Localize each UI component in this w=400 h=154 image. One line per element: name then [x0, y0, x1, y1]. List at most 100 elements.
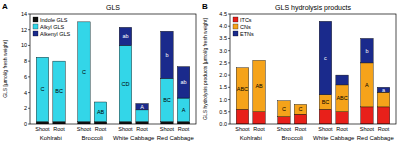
panel: BGLS hydrolysis productsGLS hydrolysis p…	[202, 2, 396, 141]
bar-segment	[336, 75, 348, 85]
legend-label: Alkyl GLS	[40, 24, 64, 30]
bars	[236, 21, 390, 124]
y-tick-label: 3.0	[219, 48, 227, 54]
bar-segment	[253, 60, 265, 61]
bar-segment	[36, 122, 48, 124]
group-label: Kohlrabi	[40, 135, 62, 141]
x-tick-label: Root	[95, 126, 107, 132]
y-tick-label: 14	[21, 11, 27, 17]
bar-segment	[319, 109, 331, 124]
y-tick-label: 2.0	[219, 72, 227, 78]
y-label: GLS [µmol/g fresh weight]	[2, 40, 8, 98]
letter: ab	[122, 33, 128, 39]
x-tick-label: Shoot	[360, 126, 375, 132]
y-tick-label: 2	[24, 105, 27, 111]
letter: BC	[322, 99, 330, 105]
legend-label: Alkenyl GLS	[40, 31, 71, 37]
bar-segment	[136, 122, 148, 124]
x-tick-label: Root	[378, 126, 390, 132]
y-tick-label: 4.0	[219, 23, 227, 29]
title: GLS	[106, 4, 120, 11]
x-tick-label: Root	[336, 126, 348, 132]
letter: ABC	[336, 95, 347, 101]
bar-segment	[278, 100, 290, 101]
letter: C	[299, 106, 303, 112]
letter: BC	[163, 97, 171, 103]
legend-swatch	[233, 31, 238, 36]
legend-label: Indole GLS	[40, 17, 68, 23]
letter: ab	[180, 79, 186, 85]
bar-segment	[78, 21, 90, 22]
letter: C	[40, 86, 44, 92]
bar-segment	[319, 21, 331, 94]
bar-segment	[94, 122, 106, 124]
x-tick-label: Shoot	[35, 126, 50, 132]
bar-segment	[177, 67, 189, 98]
bar-segment	[136, 104, 148, 110]
y-tick-label: 1.5	[219, 84, 227, 90]
x-tick-label: Shoot	[77, 126, 92, 132]
legend-swatch	[233, 17, 238, 22]
panel-label: A	[2, 2, 8, 11]
bar-segment	[278, 101, 290, 117]
bar-segment	[294, 104, 306, 114]
letters: CBCCABCDabABCbAab	[40, 33, 186, 114]
x-tick-label: Shoot	[160, 126, 175, 132]
x-tick-label: Root	[253, 126, 265, 132]
bar-segment	[53, 61, 65, 121]
letter: b	[165, 52, 168, 58]
bar-segment	[361, 63, 373, 107]
y-label: GLS hydrolysis products [µmol/g fresh we…	[202, 17, 208, 119]
y-tick-label: 0.5	[219, 109, 227, 115]
legend-swatch	[33, 31, 38, 36]
bar-segment	[119, 27, 131, 45]
bar-segment	[278, 117, 290, 124]
bar-segment	[136, 110, 148, 122]
bar-segment	[236, 67, 248, 68]
bar-segment	[78, 122, 90, 124]
bar-segment	[377, 107, 389, 124]
legend-swatch	[233, 24, 238, 29]
x-tick-label: Shoot	[277, 126, 292, 132]
letter: a	[382, 87, 386, 93]
letter: C	[282, 106, 286, 112]
x-tick-label: Root	[136, 126, 148, 132]
bar-segment	[119, 122, 131, 124]
legend-label: CNs	[240, 24, 251, 30]
letter: c	[324, 55, 327, 61]
bar-segment	[161, 78, 173, 121]
letter: A	[140, 104, 144, 110]
panel: AGLSGLS [µmol/g fresh weight]02468101214…	[2, 2, 196, 141]
y-tick-label: 6	[24, 74, 27, 80]
letter: b	[365, 48, 368, 54]
bar-segment	[177, 122, 189, 124]
bar-segment	[78, 22, 90, 122]
y-tick-label: 0.0	[219, 121, 227, 127]
legend-label: ITCs	[240, 17, 252, 23]
x-tick-label: Shoot	[318, 126, 333, 132]
bar-segment	[53, 61, 65, 62]
group-label: White Cabbage	[113, 135, 155, 141]
letters: ABCABCCBCcABCAba	[237, 48, 386, 113]
x-tick-label: Shoot	[235, 126, 250, 132]
bar-segment	[336, 85, 348, 112]
letter: CD	[121, 81, 129, 87]
bar-segment	[236, 109, 248, 124]
letter: AB	[255, 83, 263, 89]
letter: BC	[55, 88, 63, 94]
x-tick-label: Root	[295, 126, 307, 132]
bar-segment	[119, 45, 131, 121]
letter: AB	[97, 109, 105, 115]
bar-segment	[161, 122, 173, 124]
bar-segment	[177, 98, 189, 122]
y-tick-label: 4	[24, 90, 27, 96]
y-tick-label: 12	[21, 27, 27, 33]
x-tick-label: Root	[178, 126, 190, 132]
y-tick-label: 10	[21, 42, 27, 48]
bar-segment	[377, 87, 389, 92]
group-label: Kohlrabi	[240, 135, 262, 141]
bar-segment	[319, 95, 331, 110]
group-label: Broccoli	[282, 135, 303, 141]
title: GLS hydrolysis products	[275, 4, 351, 12]
y-tick-label: 8	[24, 58, 27, 64]
